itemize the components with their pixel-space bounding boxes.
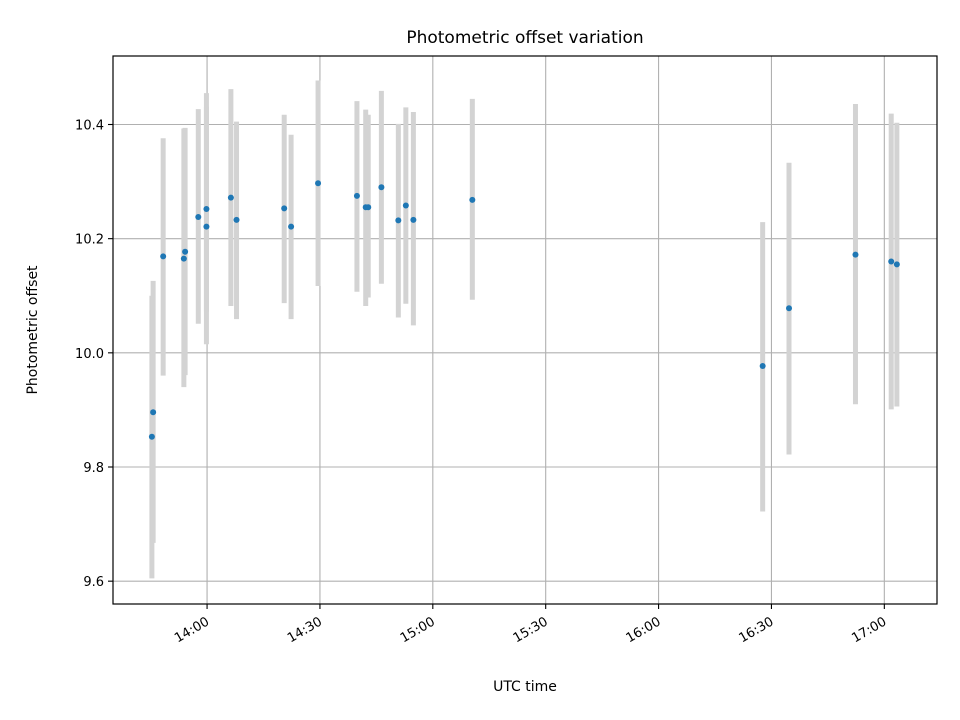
data-point [182,248,189,255]
y-tick-label: 9.8 [83,461,104,476]
data-point [395,217,402,224]
data-point [365,204,372,211]
data-point [410,216,417,223]
x-axis-label: UTC time [493,679,557,695]
data-point [288,223,295,230]
data-point [315,180,322,187]
data-point [852,251,859,258]
chart-title: Photometric offset variation [406,28,643,48]
y-tick-label: 10.0 [75,347,104,362]
data-point [888,258,895,265]
data-point [281,205,288,212]
plot-frame [112,55,938,605]
y-tick-label: 10.4 [75,119,104,134]
data-point [353,192,360,199]
data-point [203,205,210,212]
data-point [469,196,476,203]
data-point [195,213,202,220]
data-point [227,194,234,201]
y-tick-label: 10.2 [75,233,104,248]
data-point [893,261,900,268]
y-tick-label: 9.6 [83,575,104,590]
data-point [148,433,155,440]
data-point [180,255,187,262]
data-points [148,180,900,440]
data-point [402,202,409,209]
data-point [233,216,240,223]
data-point [203,223,210,230]
data-point [378,184,385,191]
data-point [150,409,157,416]
data-point [759,362,766,369]
y-axis-label: Photometric offset [25,265,41,395]
y-axis-ticks: 9.6 9.8 10.0 10.2 10.4 [75,119,113,590]
data-point [786,305,793,312]
data-point [160,253,167,260]
